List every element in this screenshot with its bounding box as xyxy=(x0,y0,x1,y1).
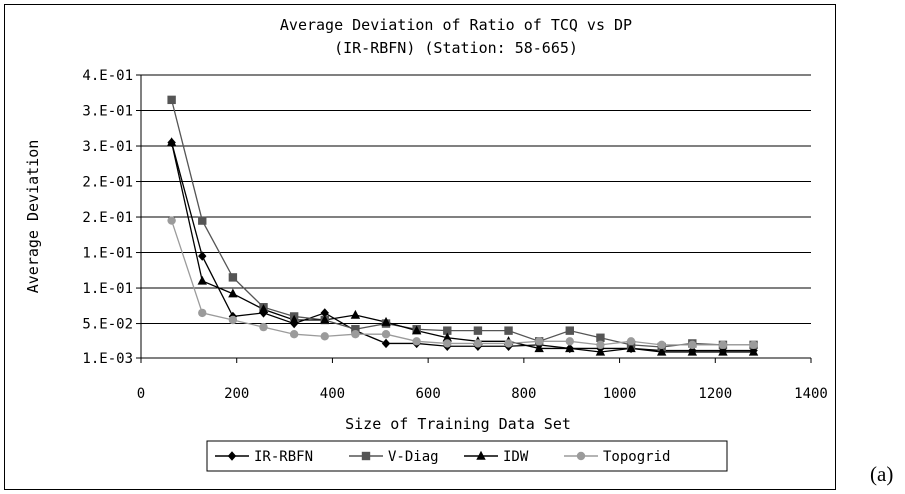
data-point xyxy=(534,343,544,353)
x-tick-label: 1400 xyxy=(794,386,828,402)
data-point xyxy=(504,326,513,335)
data-point xyxy=(258,304,269,314)
data-point xyxy=(595,346,606,356)
data-point xyxy=(350,309,361,319)
data-point xyxy=(748,346,759,356)
x-tick-label: 400 xyxy=(320,386,345,402)
legend-marker xyxy=(361,451,371,461)
legend-label: IR-RBFN xyxy=(254,449,313,465)
data-point xyxy=(320,308,329,318)
data-point xyxy=(534,337,544,346)
y-tick-label: 2.E-01 xyxy=(82,175,133,191)
line-chart: Average Deviation of Ratio of TCQ vs DP (… xyxy=(24,16,828,472)
data-point xyxy=(565,326,574,335)
data-point xyxy=(198,216,207,225)
x-tick-label: 800 xyxy=(511,386,536,402)
x-tick-label: 200 xyxy=(224,386,249,402)
chart-title-line: Average Deviation of Ratio of TCQ vs DP xyxy=(280,16,632,34)
chart-frame: Average Deviation of Ratio of TCQ vs DP (… xyxy=(4,4,836,490)
series-line xyxy=(170,142,754,353)
x-tick-label: 1200 xyxy=(698,386,732,402)
y-tick-label: 3.E-01 xyxy=(82,139,133,155)
data-point xyxy=(626,337,636,346)
data-point xyxy=(166,137,177,147)
data-point xyxy=(565,343,575,353)
data-point xyxy=(320,332,329,341)
data-point xyxy=(198,308,207,318)
data-point xyxy=(718,340,728,350)
data-point xyxy=(259,322,268,332)
data-point xyxy=(504,339,513,348)
legend-label: IDW xyxy=(503,449,529,465)
data-point xyxy=(351,330,360,339)
data-point xyxy=(473,339,483,348)
x-tick-label: 600 xyxy=(415,386,440,402)
data-point xyxy=(687,346,698,356)
data-point xyxy=(749,340,758,350)
y-tick-label: 5.E-02 xyxy=(82,317,133,333)
data-point xyxy=(198,251,207,261)
data-point xyxy=(320,314,330,324)
data-point xyxy=(381,316,391,326)
data-point xyxy=(167,216,176,225)
data-point xyxy=(411,325,422,335)
data-point xyxy=(718,346,728,356)
y-tick-label: 2.E-01 xyxy=(82,210,133,226)
data-point xyxy=(289,314,299,324)
data-point xyxy=(626,343,636,353)
y-tick-label: 1.E-03 xyxy=(82,351,133,367)
legend-marker xyxy=(476,450,486,460)
data-point xyxy=(656,346,667,356)
y-tick-label: 1.E-01 xyxy=(82,281,133,297)
x-axis-label: Size of Training Data Set xyxy=(345,415,571,433)
series-line xyxy=(170,99,754,348)
data-point xyxy=(381,330,391,339)
series-line xyxy=(171,220,754,346)
y-axis-label: Average Deviation xyxy=(24,140,42,294)
legend-label: Topogrid xyxy=(603,449,670,465)
series-line xyxy=(171,142,754,352)
legend-marker xyxy=(576,451,586,461)
legend-marker xyxy=(227,451,237,461)
y-tick-label: 4.E-01 xyxy=(82,68,133,84)
data-point xyxy=(197,275,207,285)
legend-label: V-Diag xyxy=(388,449,439,465)
data-point xyxy=(167,95,176,105)
data-point xyxy=(657,340,666,350)
data-point xyxy=(228,315,238,325)
data-point xyxy=(381,338,391,349)
data-point xyxy=(412,337,421,346)
data-point xyxy=(565,337,574,346)
data-point xyxy=(442,332,452,342)
panel-label: (a) xyxy=(870,462,894,486)
y-tick-label: 1.E-01 xyxy=(82,246,133,262)
y-tick-label: 3.E-01 xyxy=(82,104,133,120)
data-point xyxy=(228,288,238,298)
x-tick-label: 0 xyxy=(137,386,145,402)
data-point xyxy=(228,273,238,282)
x-tick-label: 1000 xyxy=(603,386,637,402)
data-point xyxy=(596,333,605,342)
data-point xyxy=(688,340,697,350)
chart-title-line: (IR-RBFN) (Station: 58-665) xyxy=(334,39,578,57)
data-point xyxy=(473,326,483,335)
data-point xyxy=(443,326,452,335)
data-point xyxy=(289,330,299,339)
data-point xyxy=(596,340,605,350)
data-point xyxy=(443,339,452,348)
data-point xyxy=(351,325,360,334)
